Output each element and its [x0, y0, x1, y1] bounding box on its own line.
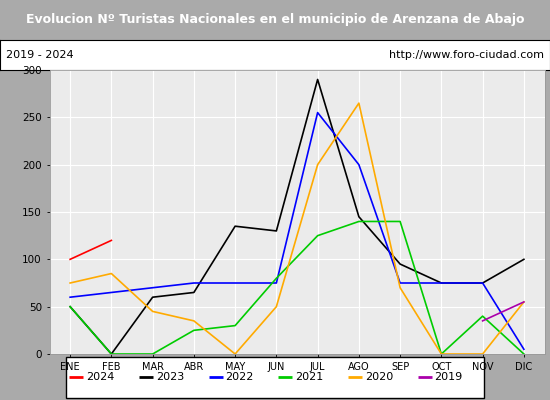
- 2020: [67, 281, 74, 286]
- 2022: [150, 285, 156, 290]
- 2023: [190, 290, 197, 295]
- Text: 2023: 2023: [156, 372, 184, 382]
- 2022: [520, 347, 527, 352]
- 2022: [190, 281, 197, 286]
- 2020: [273, 304, 279, 309]
- 2022: [315, 110, 321, 115]
- 2023: [273, 228, 279, 233]
- 2019: [479, 318, 486, 323]
- 2023: [438, 281, 444, 286]
- 2021: [108, 352, 115, 356]
- Line: 2023: 2023: [70, 80, 524, 354]
- 2022: [479, 281, 486, 286]
- Line: 2019: 2019: [483, 302, 524, 321]
- 2021: [479, 314, 486, 318]
- 2020: [479, 352, 486, 356]
- 2022: [232, 281, 239, 286]
- 2023: [479, 281, 486, 286]
- 2022: [108, 290, 115, 295]
- 2022: [273, 281, 279, 286]
- 2020: [355, 101, 362, 106]
- 2020: [150, 309, 156, 314]
- Text: 2020: 2020: [365, 372, 393, 382]
- 2019: [520, 300, 527, 304]
- 2023: [397, 262, 404, 266]
- 2021: [190, 328, 197, 333]
- 2021: [397, 219, 404, 224]
- 2021: [355, 219, 362, 224]
- 2020: [315, 162, 321, 167]
- Text: 2022: 2022: [226, 372, 254, 382]
- 2021: [438, 352, 444, 356]
- FancyBboxPatch shape: [66, 357, 484, 398]
- Line: 2024: 2024: [70, 240, 111, 259]
- 2023: [67, 304, 74, 309]
- 2023: [150, 295, 156, 300]
- 2022: [355, 162, 362, 167]
- 2020: [520, 300, 527, 304]
- Text: 2024: 2024: [86, 372, 114, 382]
- 2020: [438, 352, 444, 356]
- 2024: [108, 238, 115, 243]
- 2020: [190, 318, 197, 323]
- 2023: [108, 352, 115, 356]
- 2021: [150, 352, 156, 356]
- 2023: [355, 214, 362, 219]
- 2023: [315, 77, 321, 82]
- Line: 2020: 2020: [70, 103, 524, 354]
- Line: 2022: 2022: [70, 112, 524, 349]
- 2021: [520, 352, 527, 356]
- Text: Evolucion Nº Turistas Nacionales en el municipio de Arenzana de Abajo: Evolucion Nº Turistas Nacionales en el m…: [26, 14, 524, 26]
- Text: 2019: 2019: [434, 372, 463, 382]
- 2023: [232, 224, 239, 228]
- 2022: [397, 281, 404, 286]
- 2020: [397, 285, 404, 290]
- 2020: [108, 271, 115, 276]
- Text: 2019 - 2024: 2019 - 2024: [6, 50, 73, 60]
- Line: 2021: 2021: [70, 222, 524, 354]
- 2021: [232, 323, 239, 328]
- 2022: [438, 281, 444, 286]
- Text: http://www.foro-ciudad.com: http://www.foro-ciudad.com: [389, 50, 544, 60]
- 2021: [315, 233, 321, 238]
- 2020: [232, 352, 239, 356]
- 2021: [273, 276, 279, 281]
- 2021: [67, 304, 74, 309]
- Text: 2021: 2021: [295, 372, 323, 382]
- 2022: [67, 295, 74, 300]
- 2023: [520, 257, 527, 262]
- 2024: [67, 257, 74, 262]
